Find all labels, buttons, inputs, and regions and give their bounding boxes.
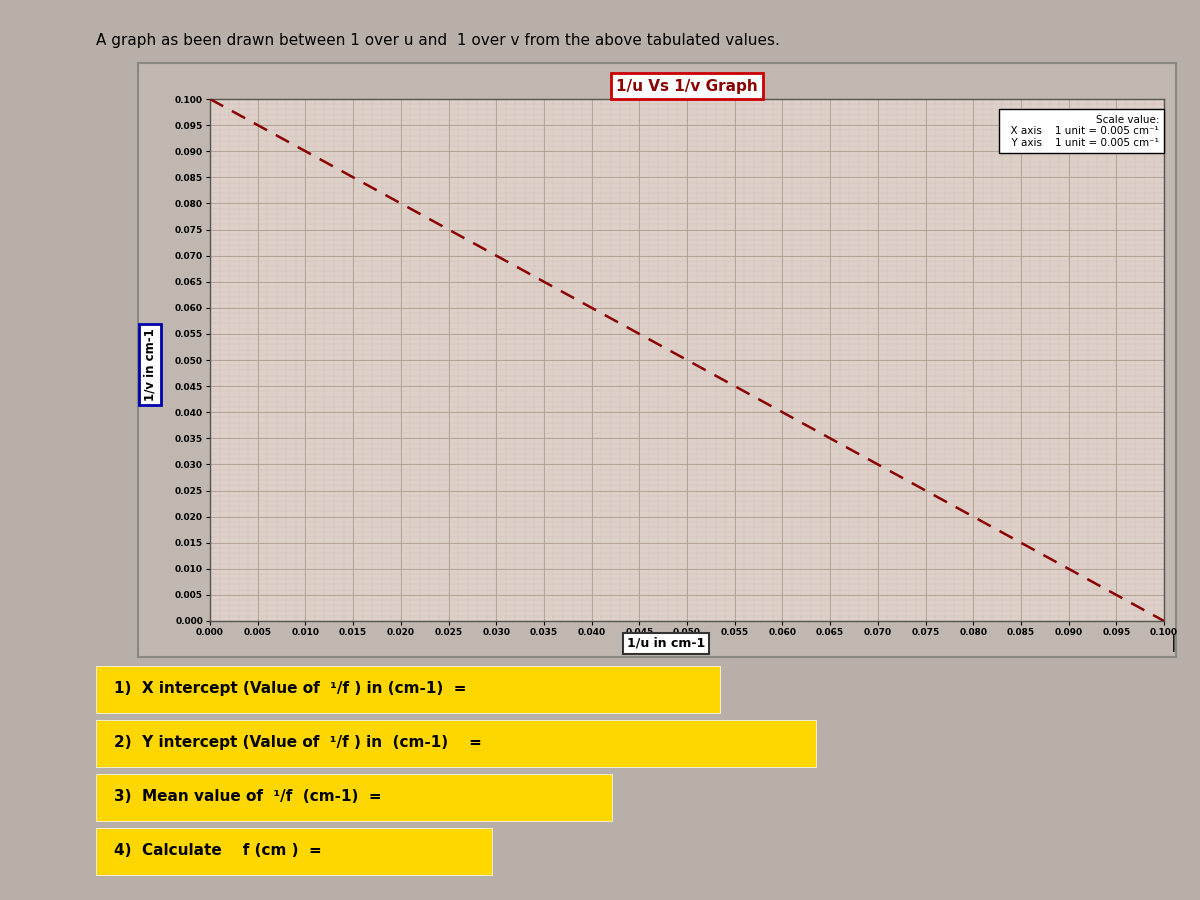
Text: A graph as been drawn between 1 over u and  1 over v from the above tabulated va: A graph as been drawn between 1 over u a… [96,33,780,48]
Text: 1)  X intercept (Value of  ¹/f ) in (cm-1)  =: 1) X intercept (Value of ¹/f ) in (cm-1)… [114,681,467,696]
Title: 1/u Vs 1/v Graph: 1/u Vs 1/v Graph [616,78,758,94]
Text: 2)  Y intercept (Value of  ¹/f ) in  (cm-1)    =: 2) Y intercept (Value of ¹/f ) in (cm-1)… [114,735,482,750]
Text: 1/v in cm-1: 1/v in cm-1 [144,328,156,400]
Text: 4)  Calculate    f (cm )  =: 4) Calculate f (cm ) = [114,843,322,858]
Text: 1/u in cm-1: 1/u in cm-1 [626,637,706,650]
Text: |: | [1171,634,1176,652]
Text: Scale value:
  X axis    1 unit = 0.005 cm⁻¹
  Y axis    1 unit = 0.005 cm⁻¹: Scale value: X axis 1 unit = 0.005 cm⁻¹ … [1004,114,1159,148]
Text: 3)  Mean value of  ¹/f  (cm-1)  =: 3) Mean value of ¹/f (cm-1) = [114,789,382,804]
